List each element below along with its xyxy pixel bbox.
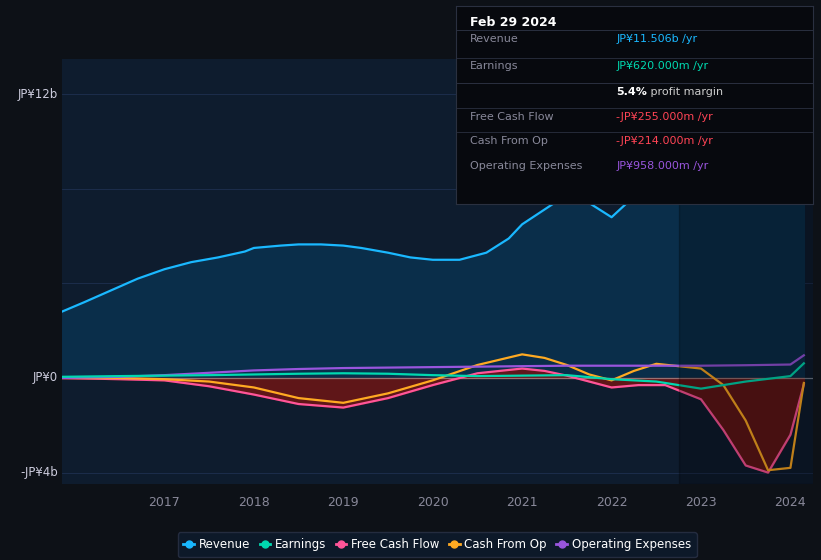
Text: JP¥620.000m /yr: JP¥620.000m /yr — [617, 61, 709, 71]
Text: Operating Expenses: Operating Expenses — [470, 161, 582, 171]
Bar — [679, 59, 817, 484]
Text: -JP¥214.000m /yr: -JP¥214.000m /yr — [617, 136, 713, 146]
Text: JP¥958.000m /yr: JP¥958.000m /yr — [617, 161, 709, 171]
Text: -JP¥4b: -JP¥4b — [20, 466, 57, 479]
Legend: Revenue, Earnings, Free Cash Flow, Cash From Op, Operating Expenses: Revenue, Earnings, Free Cash Flow, Cash … — [177, 533, 697, 557]
Text: Feb 29 2024: Feb 29 2024 — [470, 16, 557, 29]
Text: JP¥12b: JP¥12b — [17, 88, 57, 101]
Text: JP¥11.506b /yr: JP¥11.506b /yr — [617, 34, 698, 44]
Text: Earnings: Earnings — [470, 61, 518, 71]
Text: Cash From Op: Cash From Op — [470, 136, 548, 146]
Text: -JP¥255.000m /yr: -JP¥255.000m /yr — [617, 112, 713, 122]
Text: profit margin: profit margin — [647, 87, 722, 97]
Text: JP¥0: JP¥0 — [33, 371, 57, 385]
Text: 5.4%: 5.4% — [617, 87, 647, 97]
Text: Revenue: Revenue — [470, 34, 519, 44]
Text: Free Cash Flow: Free Cash Flow — [470, 112, 553, 122]
